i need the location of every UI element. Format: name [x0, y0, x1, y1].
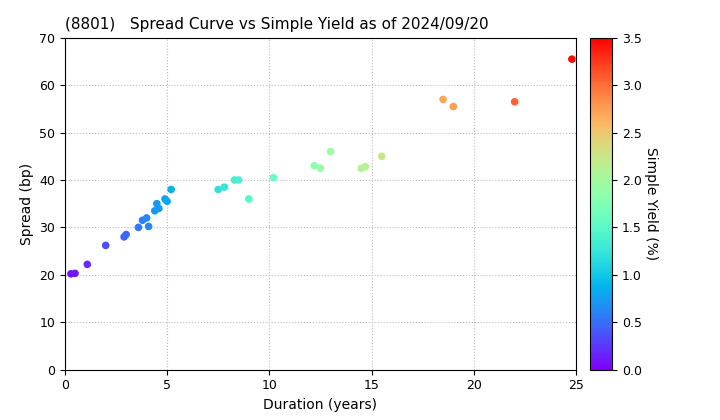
Point — [149, 207, 161, 214]
Point — [566, 56, 577, 63]
Point — [137, 217, 148, 223]
Point — [376, 153, 387, 160]
Point — [166, 186, 177, 193]
Point — [229, 177, 240, 184]
Point — [356, 165, 367, 171]
Point — [118, 234, 130, 240]
Point — [159, 196, 171, 202]
Point — [161, 198, 173, 205]
Point — [437, 96, 449, 103]
X-axis label: Duration (years): Duration (years) — [264, 398, 377, 412]
Y-axis label: Simple Yield (%): Simple Yield (%) — [644, 147, 658, 260]
Point — [219, 184, 230, 190]
Text: (8801)   Spread Curve vs Simple Yield as of 2024/09/20: (8801) Spread Curve vs Simple Yield as o… — [65, 18, 488, 32]
Point — [315, 165, 326, 171]
Y-axis label: Spread (bp): Spread (bp) — [19, 163, 34, 245]
Point — [243, 196, 255, 202]
Point — [141, 215, 153, 221]
Point — [143, 223, 154, 230]
Point — [359, 163, 371, 170]
Point — [448, 103, 459, 110]
Point — [268, 174, 279, 181]
Point — [212, 186, 224, 193]
Point — [153, 205, 165, 212]
Point — [69, 270, 81, 277]
Point — [66, 270, 77, 277]
Point — [132, 224, 144, 231]
Point — [151, 200, 163, 207]
Point — [81, 261, 93, 268]
Point — [308, 163, 320, 169]
Point — [120, 231, 132, 238]
Point — [509, 98, 521, 105]
Point — [325, 148, 336, 155]
Point — [100, 242, 112, 249]
Point — [233, 177, 244, 184]
